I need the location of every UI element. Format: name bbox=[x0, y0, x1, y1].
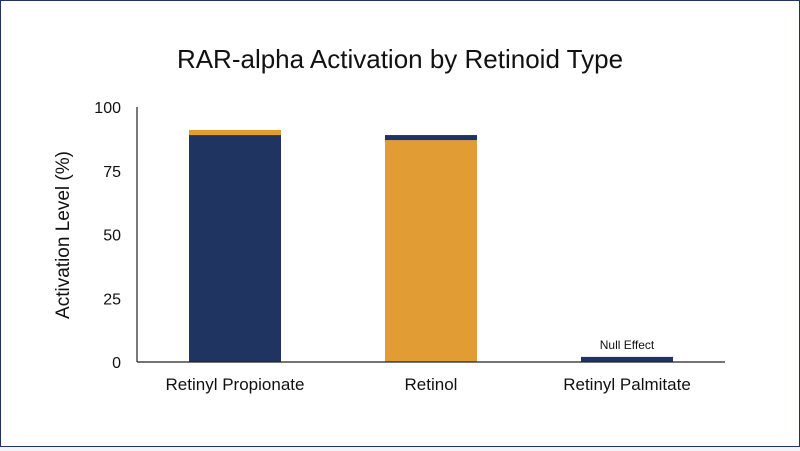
y-tick-label: 75 bbox=[103, 164, 121, 181]
y-axis-ticks: 0 25 50 75 100 bbox=[94, 100, 121, 372]
bar-segment bbox=[189, 129, 281, 136]
x-tick-label: Retinol bbox=[405, 375, 458, 394]
chart-title: RAR-alpha Activation by Retinoid Type bbox=[177, 44, 623, 74]
bars bbox=[189, 129, 673, 362]
y-axis-label: Activation Level (%) bbox=[53, 151, 74, 319]
x-tick-label: Retinyl Propionate bbox=[166, 375, 305, 394]
y-tick-label: 50 bbox=[103, 228, 121, 245]
bar-segment bbox=[581, 356, 673, 362]
y-tick-label: 100 bbox=[94, 100, 121, 117]
annotations: Null Effect bbox=[600, 338, 655, 352]
x-axis-labels: Retinyl Propionate Retinol Retinyl Palmita… bbox=[166, 375, 691, 394]
bar-segment bbox=[385, 135, 477, 141]
x-tick-label: Retinyl Palmitate bbox=[563, 375, 691, 394]
bar-segment bbox=[385, 140, 477, 362]
y-tick-label: 0 bbox=[112, 355, 121, 372]
bar-segment bbox=[189, 135, 281, 362]
annotation-label: Null Effect bbox=[600, 338, 655, 352]
y-tick-label: 25 bbox=[103, 291, 121, 308]
